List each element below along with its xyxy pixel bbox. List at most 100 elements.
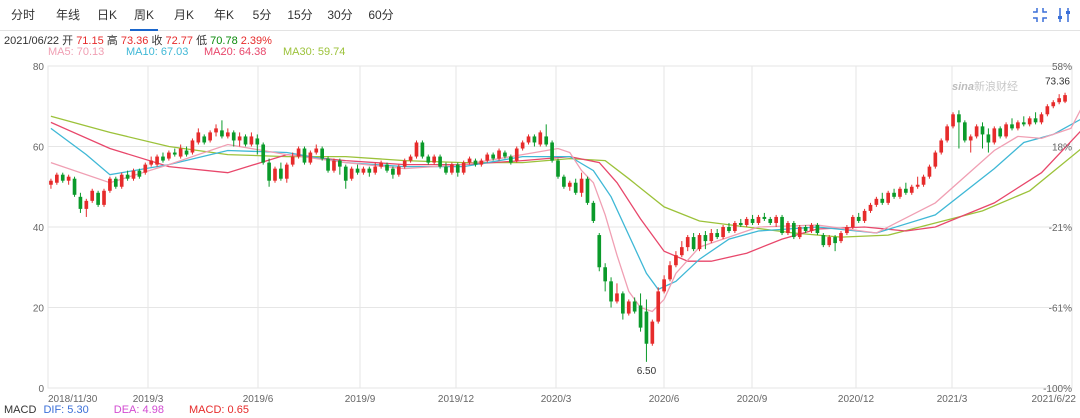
candle <box>567 180 572 191</box>
candle <box>373 162 378 175</box>
high-annotation: 73.36 <box>1045 77 1070 88</box>
candle-body <box>131 170 136 179</box>
candle-body <box>261 144 266 163</box>
candle-body <box>326 158 330 171</box>
candle <box>450 162 454 175</box>
candle-body <box>827 237 832 246</box>
candle-body <box>161 156 165 161</box>
candle-body <box>426 156 431 163</box>
candle-body <box>208 132 212 141</box>
candle <box>190 138 195 155</box>
candle-body <box>72 178 77 195</box>
candle-body <box>626 301 631 314</box>
candle <box>597 233 602 272</box>
candle-body <box>632 301 637 312</box>
tab-1[interactable]: 年线 <box>55 8 80 22</box>
tab-9[interactable]: 60分 <box>368 8 394 22</box>
candle-body <box>396 166 401 175</box>
candle <box>1033 112 1038 125</box>
candle-body <box>803 227 808 232</box>
candle-body <box>915 184 920 187</box>
candle <box>349 166 354 181</box>
candle-body <box>172 152 177 155</box>
candle-body <box>821 235 826 246</box>
candle-body <box>756 216 761 223</box>
tab-8[interactable]: 30分 <box>327 8 353 22</box>
dea-label: DEA: <box>113 404 140 416</box>
macd-label: MACD: <box>189 404 225 416</box>
ma20-legend: MA20: 64.38 <box>204 46 266 58</box>
candle <box>438 154 442 169</box>
candle-body <box>167 152 171 159</box>
macd-title: MACD <box>4 404 37 416</box>
tab-4[interactable]: 月K <box>173 8 194 22</box>
candle-body <box>786 222 790 234</box>
x-tick-label: 2021/6/22 <box>1032 394 1077 405</box>
collapse-icon[interactable] <box>1030 5 1050 25</box>
candle-body <box>992 128 997 143</box>
candle-body <box>196 132 201 143</box>
candle <box>184 146 189 157</box>
candle-body <box>520 142 525 149</box>
candle <box>49 178 53 189</box>
candle <box>768 216 773 225</box>
candle <box>249 132 254 147</box>
x-tick-label: 2020/12 <box>838 394 875 405</box>
candle <box>237 132 242 147</box>
y-tick-label: 40 <box>33 223 45 234</box>
candle-body <box>137 170 142 177</box>
tab-7[interactable]: 15分 <box>287 8 313 22</box>
candle-body <box>904 188 908 193</box>
candle <box>113 176 118 189</box>
tab-3[interactable]: 周K <box>130 0 158 31</box>
candle <box>78 192 83 213</box>
candle <box>980 122 985 149</box>
macd-value: 0.65 <box>227 404 249 416</box>
candle-body <box>797 227 802 238</box>
candle <box>414 140 419 159</box>
candle-body <box>733 222 737 232</box>
candle <box>756 214 761 225</box>
candle-body <box>90 190 95 201</box>
candle-body <box>874 198 879 205</box>
tab-2[interactable]: 日K <box>96 8 117 22</box>
ma10-label: MA10: <box>126 46 158 58</box>
candle <box>550 140 554 163</box>
candle <box>290 152 295 167</box>
ma10-legend: MA10: 67.03 <box>126 46 188 58</box>
candle <box>485 152 490 163</box>
candle <box>361 166 366 175</box>
candle-body <box>850 216 855 227</box>
tab-0[interactable]: 分时 <box>10 8 35 22</box>
candle-body <box>467 158 472 163</box>
candle <box>703 231 708 250</box>
candle <box>603 263 607 292</box>
candle <box>444 162 448 175</box>
candle-body <box>927 166 932 177</box>
candle <box>886 190 891 205</box>
y-tick-label: 80 <box>33 62 45 73</box>
grid <box>47 65 1073 389</box>
candle <box>733 220 737 234</box>
candle-body <box>839 233 843 242</box>
candle-body <box>550 142 554 161</box>
sliders-icon[interactable] <box>1054 5 1074 25</box>
candle <box>66 174 71 185</box>
candle-body <box>444 166 448 173</box>
candle <box>143 162 148 175</box>
open-label: 开 <box>62 35 74 47</box>
tab-6[interactable]: 5分 <box>252 8 272 22</box>
candle <box>898 186 902 199</box>
candle-body <box>644 311 649 344</box>
candle-body <box>703 235 708 242</box>
candle <box>385 162 389 173</box>
close-value: 72.77 <box>165 35 194 47</box>
tab-5[interactable]: 年K <box>213 8 234 22</box>
candle <box>497 148 501 161</box>
candle-body <box>603 267 607 282</box>
candle <box>968 134 973 153</box>
candle <box>679 241 684 258</box>
candle-body <box>438 156 442 167</box>
